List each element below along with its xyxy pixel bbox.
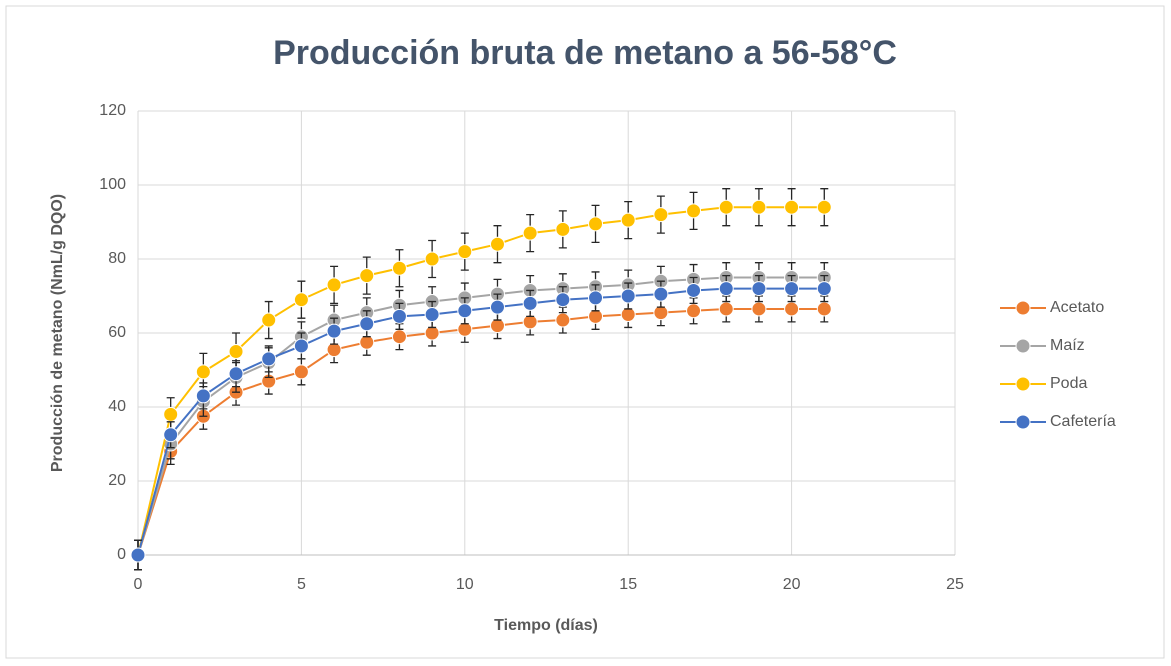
x-tick-label: 15: [619, 576, 637, 593]
series-line: [137, 307, 825, 556]
y-tick-label: 20: [108, 472, 126, 489]
marker: [228, 366, 244, 382]
marker: [784, 199, 800, 215]
marker: [457, 303, 473, 319]
series-line: [137, 276, 825, 556]
legend-label: Poda: [1050, 375, 1087, 392]
marker: [130, 547, 146, 563]
marker: [163, 406, 179, 422]
x-axis-label: Tiempo (días): [494, 617, 598, 634]
marker: [653, 207, 669, 223]
y-tick-label: 60: [108, 324, 126, 341]
marker: [195, 364, 211, 380]
y-tick-label: 40: [108, 398, 126, 415]
marker: [522, 225, 538, 241]
marker: [653, 286, 669, 302]
marker: [555, 292, 571, 308]
marker: [555, 312, 571, 328]
marker: [489, 299, 505, 315]
marker: [718, 281, 734, 297]
marker: [489, 236, 505, 252]
legend-label: Acetato: [1050, 299, 1104, 316]
x-tick-label: 25: [946, 576, 964, 593]
x-tick-label: 5: [297, 576, 306, 593]
marker: [359, 316, 375, 332]
marker: [620, 288, 636, 304]
legend-label: Cafetería: [1050, 413, 1116, 430]
marker: [718, 301, 734, 317]
marker: [293, 364, 309, 380]
marker: [816, 301, 832, 317]
marker: [751, 199, 767, 215]
chart-title: Producción bruta de metano a 56-58°C: [273, 34, 897, 72]
marker: [522, 295, 538, 311]
marker: [261, 312, 277, 328]
marker: [686, 203, 702, 219]
x-tick-label: 20: [783, 576, 801, 593]
legend-marker: [1015, 338, 1031, 354]
legend-label: Maíz: [1050, 337, 1085, 354]
marker: [163, 427, 179, 443]
marker: [293, 292, 309, 308]
marker: [816, 199, 832, 215]
marker: [686, 282, 702, 298]
x-tick-label: 10: [456, 576, 474, 593]
marker: [457, 244, 473, 260]
marker: [326, 323, 342, 339]
marker: [391, 260, 407, 276]
marker: [784, 281, 800, 297]
marker: [326, 277, 342, 293]
marker: [359, 268, 375, 284]
marker: [261, 351, 277, 367]
series-line: [137, 206, 825, 556]
series-line: [137, 287, 825, 556]
y-tick-label: 100: [99, 176, 126, 193]
y-tick-label: 120: [99, 102, 126, 119]
marker: [424, 251, 440, 267]
marker: [751, 301, 767, 317]
marker: [816, 281, 832, 297]
marker: [555, 221, 571, 237]
marker: [620, 212, 636, 228]
legend-marker: [1015, 376, 1031, 392]
marker: [718, 199, 734, 215]
marker: [391, 329, 407, 345]
legend-marker: [1015, 414, 1031, 430]
marker: [588, 308, 604, 324]
marker: [293, 338, 309, 354]
marker: [424, 307, 440, 322]
marker: [588, 216, 604, 232]
marker: [686, 303, 702, 319]
marker: [489, 318, 505, 334]
marker: [751, 281, 767, 297]
x-tick-label: 0: [134, 576, 143, 593]
y-tick-label: 0: [117, 546, 126, 563]
y-tick-label: 80: [108, 250, 126, 267]
marker: [391, 308, 407, 324]
marker: [228, 344, 244, 359]
y-axis-label: Producción de metano (NmL/g DQO): [49, 194, 66, 472]
chart-frame: [5, 5, 1165, 659]
marker: [588, 290, 604, 306]
marker: [195, 388, 211, 404]
legend-marker: [1015, 300, 1031, 316]
marker: [784, 301, 800, 317]
